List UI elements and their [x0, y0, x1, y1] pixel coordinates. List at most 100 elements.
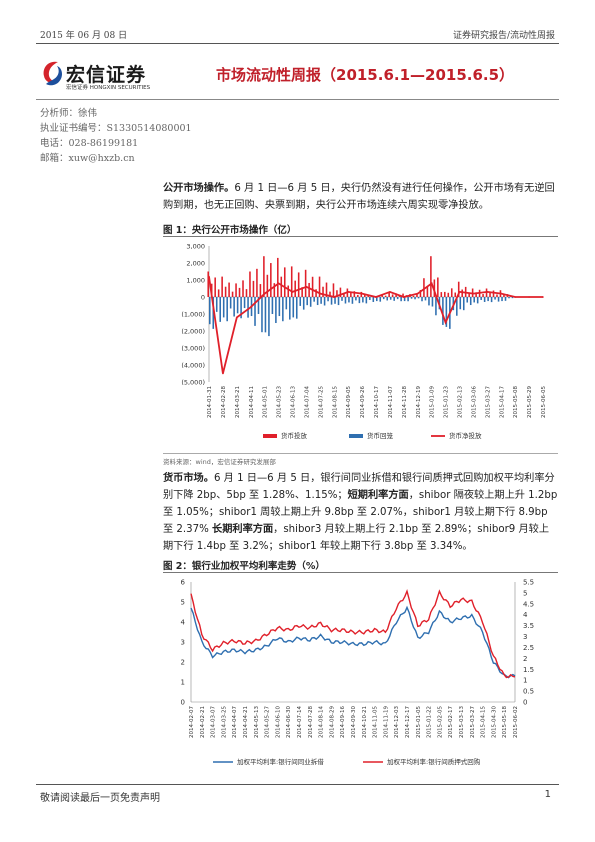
bar-injection: [353, 291, 356, 297]
x-tick-label: 2014-03-07: [211, 706, 217, 738]
analyst-name: 分析师：徐伟: [40, 108, 98, 119]
bar-withdrawal: [257, 297, 260, 314]
x-tick-label: 2014-04-11: [249, 386, 255, 418]
bar-injection: [426, 285, 429, 297]
bar-withdrawal: [236, 297, 239, 314]
bar-injection: [318, 276, 321, 297]
bar-withdrawal: [323, 297, 326, 306]
bar-withdrawal: [435, 297, 437, 316]
y-tick-label: 1,000: [186, 277, 205, 285]
figure1-bottom-rule: [163, 453, 558, 454]
bar-injection: [231, 291, 234, 297]
bar-withdrawal: [289, 297, 291, 320]
bar-injection: [301, 287, 303, 297]
bar-withdrawal: [421, 297, 423, 302]
net-injection-point: [416, 292, 419, 295]
x-tick-label: 2014-06-13: [291, 386, 297, 418]
bar-withdrawal: [372, 297, 375, 302]
net-injection-point: [208, 275, 210, 278]
y-right-tick-label: 1: [523, 677, 527, 685]
bar-withdrawal: [271, 297, 274, 314]
short-rate-text: ，shibor 隔夜较上期上升 1.2bp 至 1.05%；shibor1 周较…: [163, 490, 558, 535]
figure1-top-rule: [163, 236, 558, 237]
bar-withdrawal: [501, 297, 503, 302]
net-injection-point: [375, 296, 377, 298]
bar-withdrawal: [351, 297, 354, 304]
interbank-lending-rate-line: [190, 605, 516, 679]
y-left-tick-label: 1: [181, 679, 185, 687]
bar-withdrawal: [222, 297, 225, 318]
x-tick-label: 2015-01-09: [430, 386, 436, 418]
net-injection-point: [277, 282, 280, 285]
bar-injection: [304, 269, 307, 297]
bar-withdrawal: [382, 297, 385, 300]
net-injection-point: [263, 292, 266, 295]
net-injection-point: [319, 292, 322, 295]
y-tick-label: (5,000): [181, 379, 205, 387]
bar-withdrawal: [459, 297, 462, 310]
net-injection-point: [347, 291, 349, 293]
bar-injection: [492, 290, 495, 297]
bar-withdrawal: [504, 297, 507, 301]
net-injection-point: [249, 306, 252, 308]
y-tick-label: (3,000): [181, 345, 205, 353]
analyst-email[interactable]: 邮箱：xuw@hxzb.cn: [40, 153, 135, 164]
x-tick-label: 2014-12-17: [405, 706, 411, 738]
bar-withdrawal: [480, 297, 482, 300]
x-tick-label: 2014-11-05: [373, 706, 379, 738]
bar-withdrawal: [456, 297, 458, 316]
x-tick-label: 2014-11-19: [383, 706, 389, 738]
x-tick-label: 2015-01-23: [444, 386, 450, 418]
bar-injection: [280, 276, 283, 297]
y-left-tick-label: 3: [181, 639, 185, 647]
bar-injection: [423, 278, 425, 297]
analyst-phone: 电话：028-86199181: [40, 138, 139, 149]
bar-withdrawal: [442, 297, 444, 325]
bar-withdrawal: [410, 297, 413, 299]
bar-withdrawal: [466, 297, 469, 303]
long-rate-label: 长期利率方面: [212, 524, 274, 535]
bar-injection: [311, 276, 314, 297]
bar-injection: [419, 289, 422, 297]
x-tick-label: 2015-03-27: [470, 706, 476, 738]
bar-injection: [242, 280, 244, 297]
bar-injection: [277, 257, 279, 297]
bar-injection: [287, 285, 290, 297]
bar-injection: [454, 292, 457, 297]
x-tick-label: 2014-11-07: [388, 386, 394, 418]
bar-injection: [325, 282, 328, 297]
y-right-tick-label: 2.5: [523, 644, 534, 652]
bar-withdrawal: [348, 297, 350, 303]
y-left-tick-label: 4: [181, 619, 186, 627]
bar-injection: [294, 280, 296, 297]
figure2-chart: 6 5 4 3 2 1 0 5.5 5 4.5 4 3.5 3 2.5 2 1.5 1 0.5 0 2014-02-0…: [163, 574, 558, 774]
x-tick-label: 2014-09-05: [346, 386, 352, 418]
x-tick-label: 2015-01-22: [427, 706, 433, 738]
bar-withdrawal: [292, 297, 295, 318]
net-injection-point: [542, 296, 544, 298]
x-tick-label: 2015-02-13: [458, 386, 464, 418]
net-injection-point: [500, 292, 503, 295]
figure1-chart: 3,000 2,000 1,000 0 (1,000) (2,000) (3,000) (4,…: [163, 238, 558, 452]
y-tick-label: 2,000: [186, 260, 205, 268]
bar-injection: [332, 283, 335, 297]
bar-injection: [235, 283, 237, 297]
bar-withdrawal: [407, 297, 409, 302]
bar-injection: [363, 294, 366, 297]
y-left-tick-label: 5: [181, 599, 185, 607]
net-injection-point: [472, 292, 475, 295]
x-tick-label: 2014-12-19: [416, 386, 422, 418]
bar-withdrawal: [362, 297, 364, 303]
bar-withdrawal: [229, 297, 232, 309]
logo-name: 宏信证券: [66, 64, 147, 86]
bar-withdrawal: [431, 297, 434, 307]
section-money-market-text-a: 6 月 1 日—6 月 5 日，银行间同业拆借和银行间质押式回购加权平均利率分别…: [163, 473, 555, 501]
pledged-repo-rate-line: [190, 588, 516, 679]
bar-withdrawal: [268, 297, 270, 337]
bar-withdrawal: [379, 297, 382, 302]
x-tick-label: 2014-07-04: [304, 386, 310, 418]
bar-injection: [461, 289, 463, 297]
footer-disclaimer[interactable]: 敬请阅读最后一页免责声明: [40, 793, 160, 804]
net-injection-point: [291, 291, 294, 293]
bar-withdrawal: [393, 297, 395, 301]
